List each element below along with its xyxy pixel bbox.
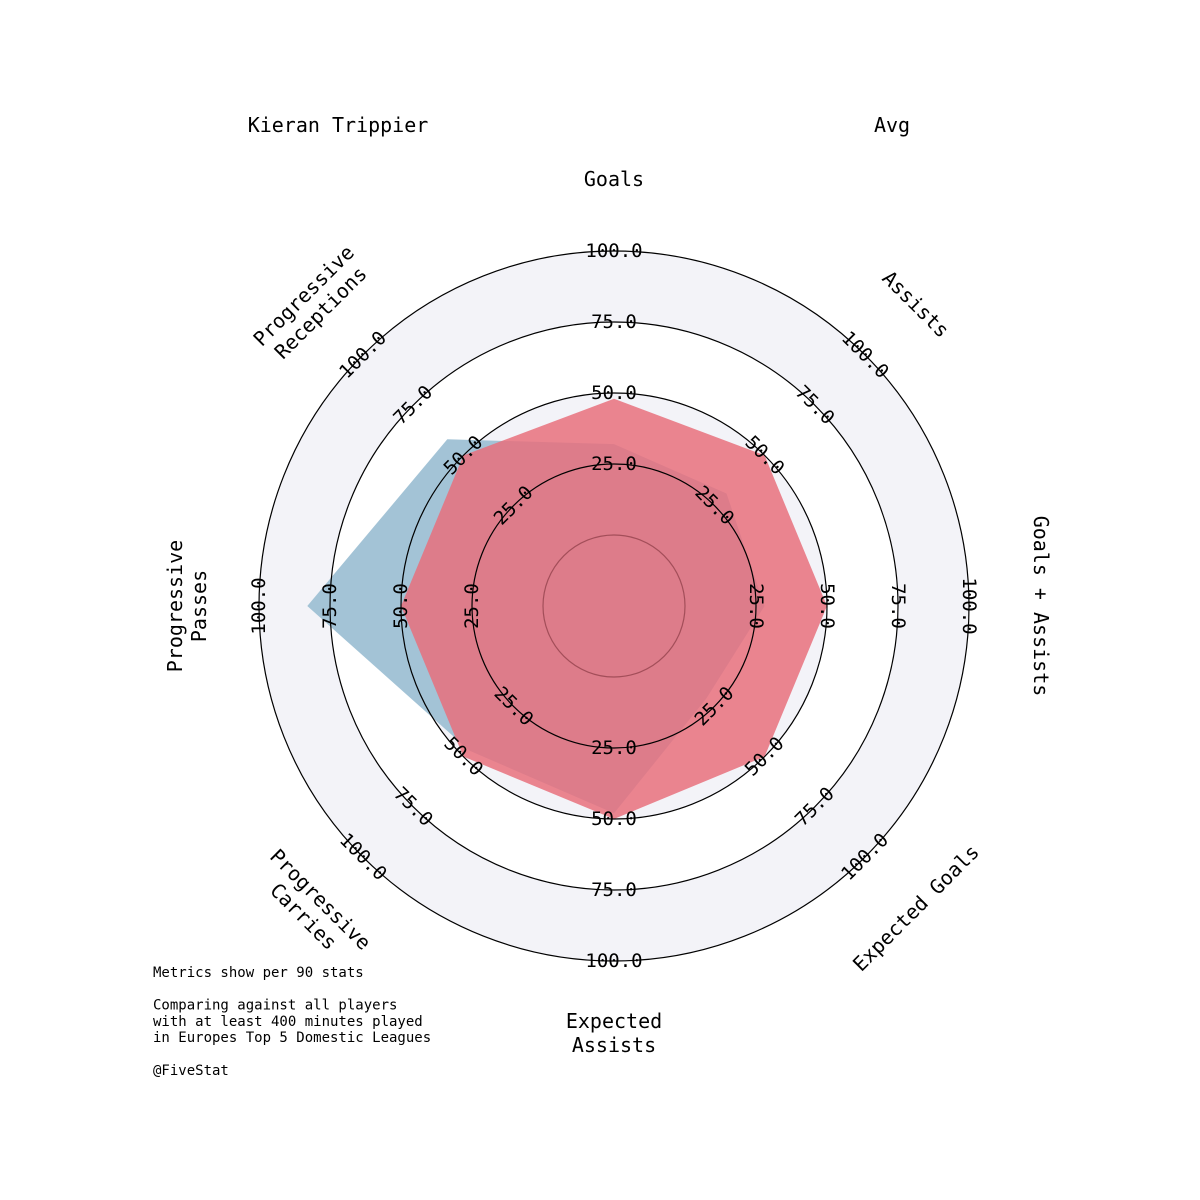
tick-label: 25.0 [461, 583, 483, 629]
tick-label: 50.0 [390, 583, 412, 629]
ring-50 [400, 392, 828, 820]
param-label: Assists [878, 266, 955, 343]
param-label: Goals [584, 167, 644, 191]
ring-25 [471, 463, 757, 749]
footnote-line: @FiveStat [153, 1063, 229, 1079]
tick-label: 50.0 [591, 382, 637, 404]
legend-avg-name: Avg [874, 113, 910, 137]
footnote-line: Metrics show per 90 stats [153, 965, 364, 981]
series-polygon-avg [401, 398, 827, 819]
tick-label: 75.0 [591, 311, 637, 333]
ring-100 [258, 250, 970, 962]
footnote: Metrics show per 90 stats Comparing again… [153, 965, 431, 1079]
tick-label: 25.0 [591, 453, 637, 475]
tick-label: 100.0 [958, 577, 980, 634]
tick-label: 100.0 [585, 950, 642, 972]
tick-label: 75.0 [887, 583, 909, 629]
tick-label: 75.0 [319, 583, 341, 629]
footnote-line: with at least 400 minutes played [153, 1014, 423, 1030]
radar-legend: Kieran Trippier Avg [248, 113, 910, 137]
tick-label: 100.0 [585, 240, 642, 262]
footnote-line: Comparing against all players [153, 998, 397, 1014]
footnote-line: in Europes Top 5 Domestic Leagues [153, 1030, 431, 1046]
param-label: Goals + Assists [1029, 516, 1053, 697]
tick-label: 25.0 [745, 583, 767, 629]
tick-label: 75.0 [591, 879, 637, 901]
ring-75 [329, 321, 899, 891]
tick-label: 50.0 [816, 583, 838, 629]
legend-player-name: Kieran Trippier [248, 113, 429, 137]
tick-label: 100.0 [248, 577, 270, 634]
param-label: Expected Assists [566, 1009, 662, 1057]
ring-0 [542, 534, 686, 678]
tick-label: 25.0 [591, 737, 637, 759]
radar-polygons [307, 398, 827, 819]
tick-label: 50.0 [591, 808, 637, 830]
radar-rings [258, 250, 970, 962]
param-label: ProgressivePasses [163, 540, 211, 672]
